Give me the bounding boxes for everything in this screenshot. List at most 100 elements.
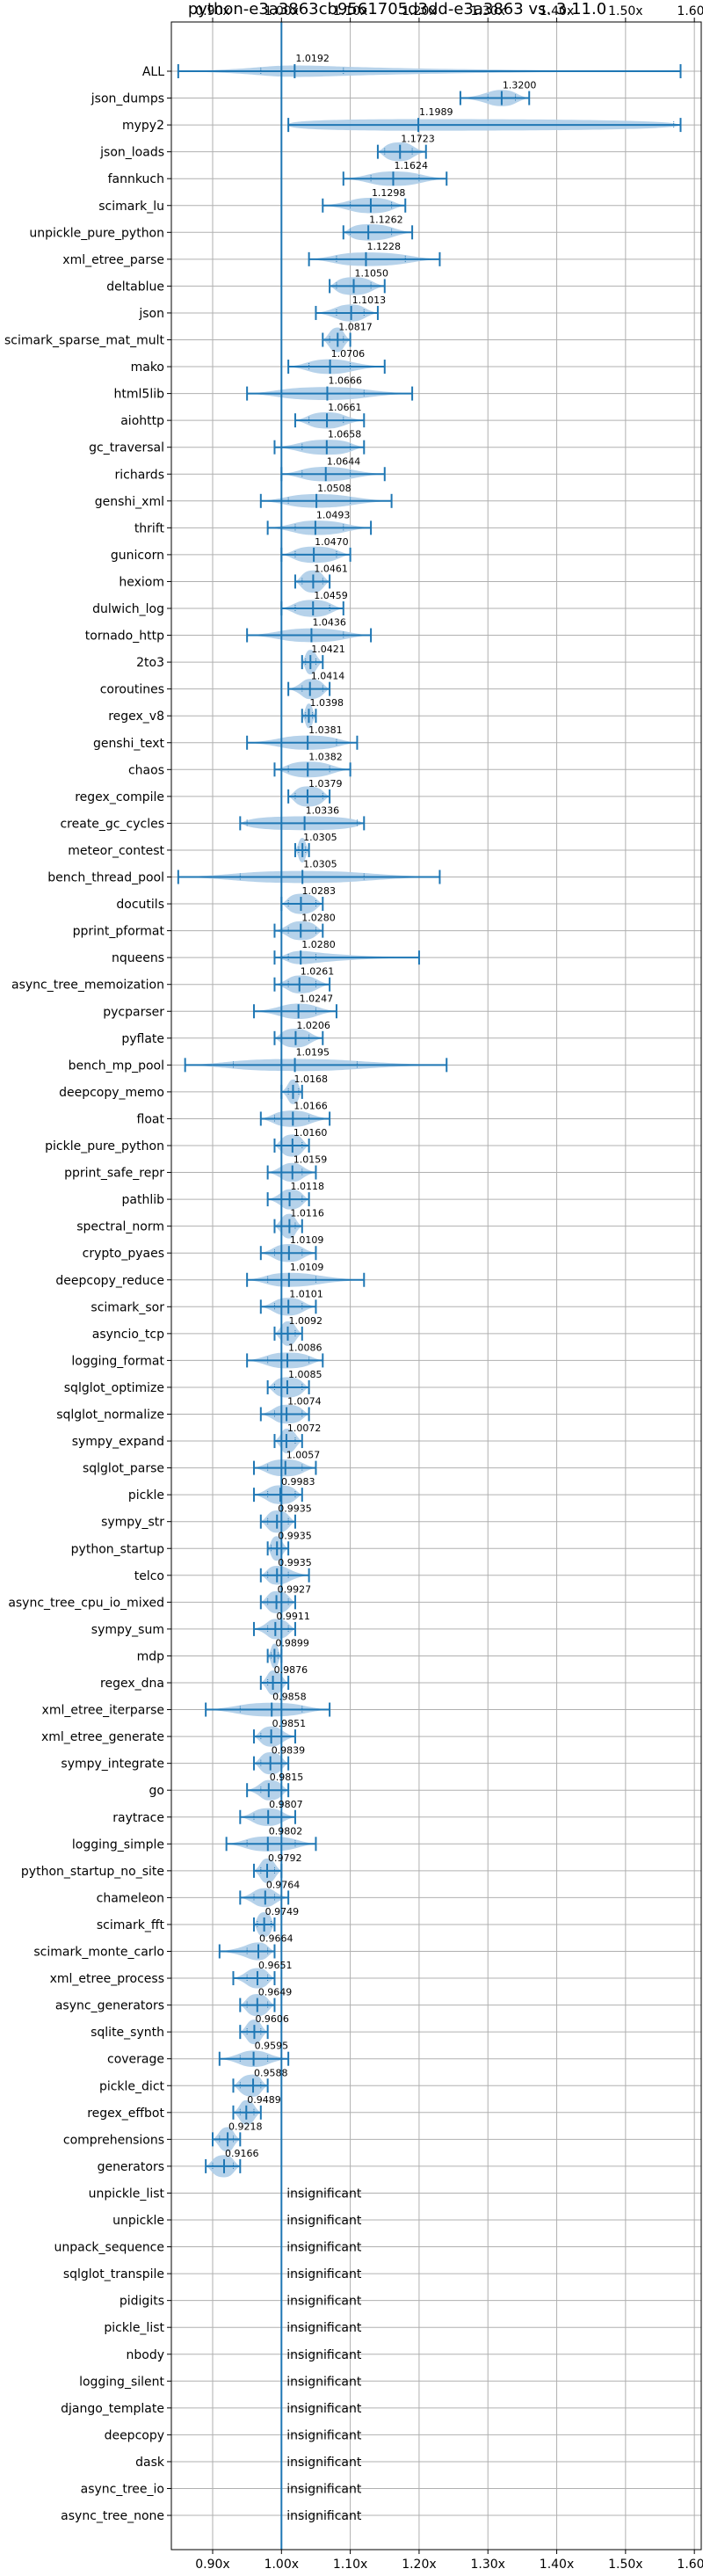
insignificant-label: insignificant [286, 2295, 362, 2309]
data-label: 0.9664 [259, 1933, 294, 1945]
data-label: 1.0305 [303, 832, 337, 843]
category-label: bench_mp_pool [69, 1059, 164, 1073]
category-label: unpack_sequence [54, 2241, 164, 2255]
data-label: 1.0074 [287, 1396, 322, 1408]
category-label: regex_compile [75, 790, 164, 804]
category-label: gc_traversal [89, 441, 164, 455]
category-label: async_tree_memoization [11, 979, 164, 993]
category-label: regex_dna [100, 1677, 164, 1691]
category-label: logging_format [71, 1354, 164, 1368]
category-label: crypto_pyaes [83, 1247, 164, 1261]
data-label: 0.9802 [269, 1825, 303, 1837]
data-label: 1.0508 [317, 483, 352, 494]
category-label: unpickle_pure_python [29, 226, 164, 240]
data-label: 0.9876 [274, 1664, 308, 1676]
data-label: 1.0381 [308, 724, 343, 736]
category-label: deepcopy_reduce [55, 1274, 164, 1288]
x-tick-label: 1.20x [402, 2558, 436, 2572]
category-label: tornado_http [85, 629, 164, 644]
category-label: chameleon [97, 1891, 164, 1905]
data-label: 1.0336 [306, 804, 340, 816]
data-label: 1.0086 [288, 1342, 323, 1353]
data-label: 0.9935 [278, 1530, 312, 1541]
data-label: 1.0206 [296, 1020, 330, 1031]
data-label: 0.9166 [225, 2148, 259, 2159]
plot-frame [170, 21, 702, 2551]
category-label: sqlglot_normalize [56, 1408, 164, 1423]
data-label: 1.0658 [328, 429, 362, 440]
category-label: richards [115, 468, 165, 482]
insignificant-label: insignificant [286, 2428, 362, 2442]
insignificant-label: insignificant [286, 2483, 362, 2497]
data-label: 0.9815 [270, 1772, 304, 1783]
data-label: 0.9595 [255, 2041, 289, 2052]
category-label: float [137, 1112, 165, 1126]
category-label: python_startup_no_site [21, 1865, 164, 1879]
data-label: 0.9764 [266, 1879, 301, 1890]
category-label: scimark_sor [91, 1300, 164, 1314]
category-label: json_loads [99, 146, 164, 160]
category-label: django_template [61, 2402, 164, 2416]
data-label: 1.0421 [311, 644, 345, 655]
data-label: 1.0118 [291, 1181, 325, 1192]
data-label: 1.0661 [328, 402, 362, 413]
chart-title: python-e3a3863cb9561705d3dd-e3a3863 vs. … [188, 0, 606, 18]
category-label: html5lib [114, 388, 165, 402]
category-label: pprint_pformat [73, 925, 165, 939]
data-label: 1.0398 [309, 697, 344, 709]
category-label: gunicorn [111, 549, 164, 563]
x-tick-label: 1.10x [333, 2558, 367, 2572]
category-label: comprehensions [63, 2133, 164, 2147]
category-label: scimark_monte_carlo [33, 1946, 164, 1960]
category-label: sympy_str [101, 1516, 164, 1530]
data-label: 0.9851 [272, 1718, 307, 1729]
data-label: 1.0436 [312, 617, 346, 629]
category-label: sympy_integrate [61, 1757, 164, 1772]
x-tick-label-top: 1.00x [265, 4, 299, 18]
category-label: deltablue [106, 280, 164, 294]
data-label: 1.1050 [355, 267, 389, 279]
category-label: python_startup [71, 1542, 164, 1556]
category-label: sympy_expand [72, 1435, 164, 1449]
category-label: aiohttp [120, 414, 164, 428]
category-label: logging_silent [79, 2375, 164, 2389]
insignificant-label: insignificant [286, 2241, 362, 2255]
x-tick-label: 1.60x [677, 2558, 703, 2572]
x-tick-label-top: 1.50x [608, 4, 642, 18]
category-label: coroutines [100, 683, 164, 697]
category-label: asyncio_tcp [92, 1328, 164, 1342]
category-label: scimark_lu [98, 200, 164, 214]
data-label: 1.1989 [419, 106, 453, 118]
category-label: mdp [137, 1649, 165, 1663]
data-label: 1.0109 [290, 1262, 324, 1273]
category-label: pycparser [103, 1005, 164, 1019]
data-label: 1.0101 [289, 1288, 323, 1299]
data-label: 1.0459 [314, 590, 348, 601]
data-label: 1.0382 [308, 751, 343, 762]
x-tick-label: 0.90x [195, 2558, 229, 2572]
category-label: json [138, 307, 164, 321]
data-label: 0.9218 [228, 2121, 263, 2132]
category-label: regex_v8 [108, 709, 164, 724]
data-label: 1.0261 [301, 966, 335, 978]
labels: 1.0192 1.3200 1.1989 1.1723 1.1624 1.1298 1.12… [225, 53, 536, 2523]
data-label: 1.0305 [303, 859, 337, 870]
category-label: xml_etree_parse [62, 253, 164, 267]
x-tick-label: 1.30x [470, 2558, 504, 2572]
category-label: pickle [128, 1488, 164, 1503]
data-label: 0.9606 [255, 2013, 289, 2025]
data-label: 1.0283 [301, 885, 336, 897]
data-label: 1.1013 [352, 295, 387, 306]
data-label: 1.0666 [328, 375, 362, 387]
category-label: generators [98, 2160, 164, 2174]
data-label: 1.0092 [289, 1315, 323, 1327]
category-label: spectral_norm [76, 1220, 164, 1234]
category-label: create_gc_cycles [60, 817, 164, 831]
category-label: mypy2 [122, 119, 164, 133]
category-label: dask [135, 2456, 165, 2470]
data-label: 0.9899 [275, 1637, 309, 1648]
category-label: telco [134, 1569, 164, 1583]
violins [178, 65, 681, 2178]
insignificant-label: insignificant [286, 2348, 362, 2362]
